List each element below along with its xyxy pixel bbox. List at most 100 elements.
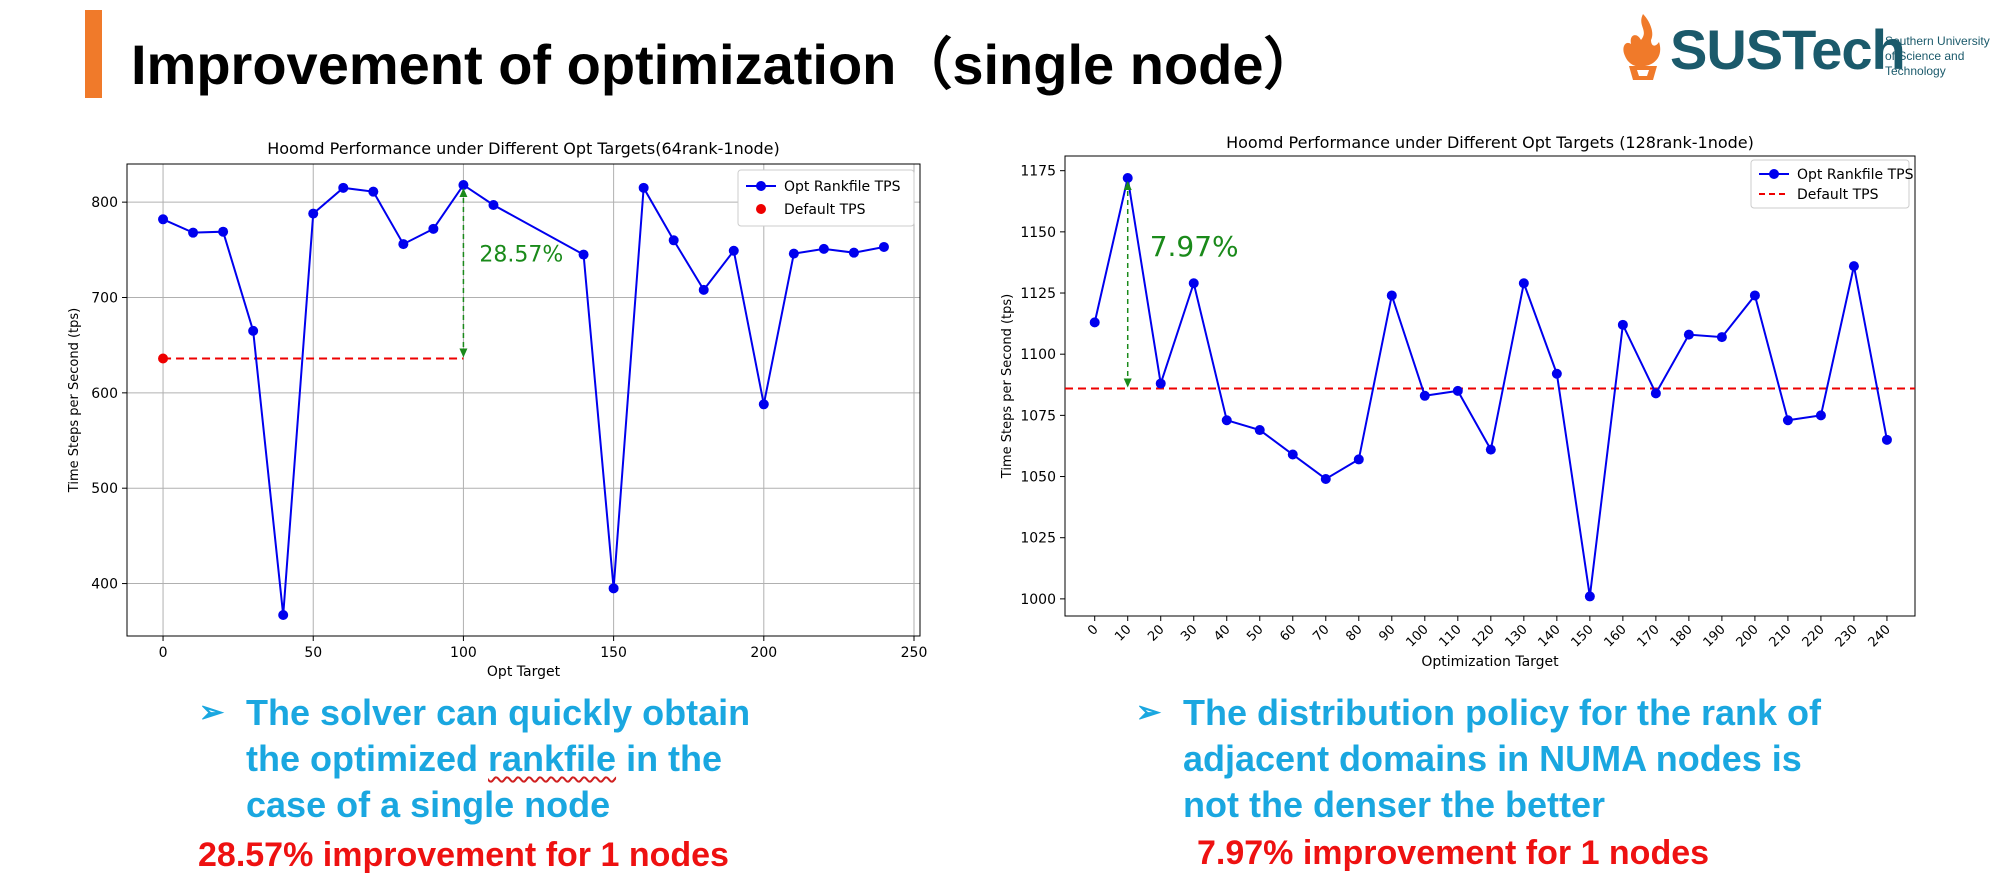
left-bullet: ➢ The solver can quickly obtain the opti… xyxy=(199,690,750,828)
x-tick-label: 250 xyxy=(901,645,928,661)
data-point xyxy=(1353,454,1364,465)
plot-frame xyxy=(1064,155,1916,617)
bullet-text: in the xyxy=(616,738,723,779)
x-tick-label: 80 xyxy=(1343,622,1365,644)
data-point xyxy=(488,200,499,211)
sustech-logo: SUSTech Southern University of Science a… xyxy=(1615,10,2005,90)
x-tick-label: 170 xyxy=(1635,622,1663,650)
y-axis-label: Time Steps per Second (tps) xyxy=(1000,294,1015,479)
logo-subtitle-line: Southern University xyxy=(1885,34,1990,48)
data-point xyxy=(188,227,199,238)
spellcheck-word: rankfile xyxy=(488,738,617,779)
data-point xyxy=(1584,591,1595,602)
x-tick-label: 10 xyxy=(1112,622,1134,644)
x-tick-label: 210 xyxy=(1767,622,1795,650)
chart-128rank: Hoomd Performance under Different Opt Ta… xyxy=(1000,133,1916,670)
legend-swatch-marker xyxy=(756,181,766,191)
legend-label: Default TPS xyxy=(784,202,866,218)
data-point xyxy=(248,325,259,336)
data-point xyxy=(668,235,679,246)
logo-subtitle-line: of Science and xyxy=(1885,49,1965,63)
x-tick-label: 230 xyxy=(1833,622,1861,650)
data-point xyxy=(1782,415,1793,426)
x-tick-label: 100 xyxy=(450,645,477,661)
data-point xyxy=(368,186,379,197)
legend-box xyxy=(1750,159,1910,209)
bullet-text: the optimized xyxy=(246,738,488,779)
default-tps-point xyxy=(158,353,169,364)
title-accent-bar xyxy=(85,10,102,98)
x-tick-label: 50 xyxy=(1244,622,1266,644)
x-tick-label: 240 xyxy=(1866,622,1894,650)
data-point xyxy=(698,284,709,295)
x-tick-label: 220 xyxy=(1800,622,1828,650)
data-point xyxy=(1551,368,1562,379)
data-point xyxy=(1320,473,1331,484)
logo-subtitle-line: Technology xyxy=(1885,64,1946,78)
y-axis-label: Time Steps per Second (tps) xyxy=(67,308,82,493)
data-point xyxy=(458,179,469,190)
bullet-arrow-icon: ➢ xyxy=(1136,696,1162,729)
chart-title: Hoomd Performance under Different Opt Ta… xyxy=(1226,133,1754,152)
annotation-arrowhead xyxy=(1123,181,1132,191)
y-tick-label: 600 xyxy=(91,386,118,402)
y-tick-label: 400 xyxy=(91,577,118,593)
y-tick-label: 800 xyxy=(91,195,118,211)
legend-swatch-marker xyxy=(756,204,766,214)
bullet-arrow-icon: ➢ xyxy=(199,696,225,729)
x-tick-label: 160 xyxy=(1602,622,1630,650)
chart-64rank: Hoomd Performance under Different Opt Ta… xyxy=(67,139,928,680)
x-tick-label: 90 xyxy=(1376,622,1398,644)
data-point xyxy=(848,247,859,258)
plot-frame xyxy=(126,163,921,637)
y-tick-label: 1125 xyxy=(1020,286,1056,302)
data-point xyxy=(338,182,349,193)
y-tick-label: 700 xyxy=(91,290,118,306)
y-tick-label: 1025 xyxy=(1020,531,1056,547)
x-tick-label: 200 xyxy=(1734,622,1762,650)
annotation-label: 7.97% xyxy=(1150,230,1239,263)
data-point xyxy=(1452,385,1463,396)
y-tick-label: 1075 xyxy=(1020,408,1056,424)
data-point xyxy=(1221,415,1232,426)
data-point xyxy=(578,249,589,260)
legend-swatch-marker xyxy=(1769,169,1779,179)
data-point xyxy=(1749,290,1760,301)
bullet-line: not the denser the better xyxy=(1183,784,1606,825)
bullet-line: adjacent domains in NUMA nodes is xyxy=(1183,738,1802,779)
data-point xyxy=(218,226,229,237)
y-tick-label: 500 xyxy=(91,481,118,497)
x-tick-label: 110 xyxy=(1436,622,1464,650)
data-point xyxy=(1650,388,1661,399)
annotation-arrowhead xyxy=(459,187,468,197)
x-axis-label: Opt Target xyxy=(487,664,561,680)
y-tick-label: 1100 xyxy=(1020,347,1056,363)
data-point xyxy=(1089,317,1100,328)
legend-label: Opt Rankfile TPS xyxy=(784,179,901,195)
chart-title: Hoomd Performance under Different Opt Ta… xyxy=(267,139,780,158)
data-point xyxy=(1848,261,1859,272)
x-tick-label: 40 xyxy=(1211,622,1233,644)
data-point xyxy=(608,583,619,594)
data-point xyxy=(1683,329,1694,340)
data-point xyxy=(1386,290,1397,301)
annotation-arrowhead xyxy=(1123,378,1132,388)
x-tick-label: 120 xyxy=(1469,622,1497,650)
data-point xyxy=(428,223,439,234)
x-tick-label: 70 xyxy=(1310,622,1332,644)
bullet-line: The distribution policy for the rank of xyxy=(1183,692,1822,733)
data-point xyxy=(1287,449,1298,460)
x-tick-label: 20 xyxy=(1145,622,1167,644)
x-tick-label: 50 xyxy=(304,645,322,661)
x-tick-label: 0 xyxy=(159,645,168,661)
data-point xyxy=(1419,390,1430,401)
legend-label: Default TPS xyxy=(1797,187,1879,203)
data-point xyxy=(758,399,769,410)
x-tick-label: 150 xyxy=(1569,622,1597,650)
left-improvement-text: 28.57% improvement for 1 nodes xyxy=(198,836,729,874)
x-tick-label: 130 xyxy=(1503,622,1531,650)
legend-box xyxy=(737,169,915,227)
right-improvement-text: 7.97% improvement for 1 nodes xyxy=(1197,834,1710,872)
data-point xyxy=(788,248,799,259)
right-bullet: ➢ The distribution policy for the rank o… xyxy=(1136,690,1822,828)
